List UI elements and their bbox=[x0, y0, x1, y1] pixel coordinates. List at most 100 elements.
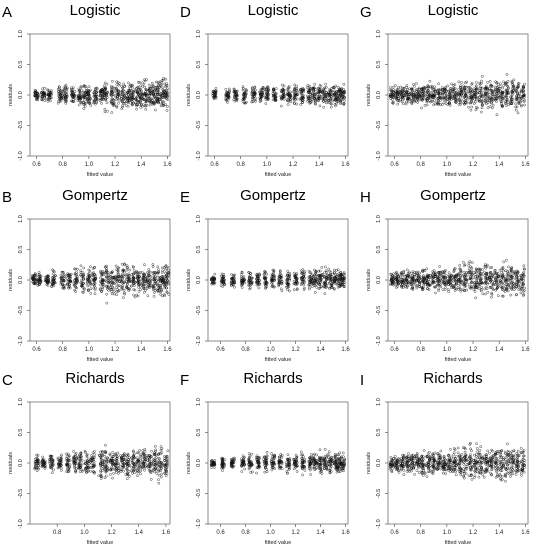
data-point bbox=[152, 263, 154, 265]
data-point bbox=[106, 102, 108, 104]
data-point bbox=[161, 473, 163, 475]
y-tick-label: 0.5 bbox=[18, 61, 24, 69]
data-point bbox=[300, 103, 302, 105]
data-point bbox=[324, 293, 326, 295]
x-tick-label: 0.8 bbox=[241, 347, 250, 353]
x-tick-label: 1.6 bbox=[521, 162, 530, 168]
data-point bbox=[157, 269, 159, 271]
data-point bbox=[86, 456, 88, 458]
x-tick-label: 1.2 bbox=[469, 162, 478, 168]
y-tick-label: 0.0 bbox=[196, 459, 202, 467]
x-tick-label: 1.4 bbox=[316, 347, 325, 353]
x-tick-label: 1.2 bbox=[107, 530, 116, 536]
y-tick-label: -0.5 bbox=[376, 121, 382, 130]
data-point bbox=[167, 450, 169, 452]
data-point bbox=[122, 297, 124, 299]
data-point bbox=[165, 475, 167, 477]
data-point bbox=[142, 85, 144, 87]
data-point bbox=[112, 451, 114, 453]
data-point bbox=[115, 287, 117, 289]
data-point bbox=[142, 450, 144, 452]
data-point bbox=[83, 107, 85, 109]
data-point bbox=[109, 473, 111, 475]
data-point bbox=[389, 86, 391, 88]
y-tick-label: 0.5 bbox=[376, 61, 382, 69]
data-point bbox=[129, 269, 131, 271]
data-point bbox=[136, 457, 138, 459]
residual-points bbox=[34, 444, 169, 484]
x-tick-label: 1.6 bbox=[341, 530, 350, 536]
data-point bbox=[233, 286, 235, 288]
data-point bbox=[104, 111, 106, 113]
data-point bbox=[258, 287, 260, 289]
x-tick-label: 0.6 bbox=[210, 162, 219, 168]
data-point bbox=[296, 91, 298, 93]
data-point bbox=[244, 468, 246, 470]
x-tick-label: 1.2 bbox=[289, 162, 298, 168]
data-point bbox=[131, 472, 133, 474]
data-point bbox=[113, 293, 115, 295]
data-point bbox=[309, 473, 311, 475]
x-tick-label: 1.0 bbox=[443, 162, 452, 168]
data-point bbox=[343, 83, 345, 85]
y-tick-label: -1.0 bbox=[18, 336, 24, 345]
data-point bbox=[104, 455, 106, 457]
data-point bbox=[166, 109, 168, 111]
data-point bbox=[324, 448, 326, 450]
data-point bbox=[319, 105, 321, 107]
data-point bbox=[394, 84, 396, 86]
data-point bbox=[296, 470, 298, 472]
y-tick-label: -1.0 bbox=[196, 336, 202, 345]
data-point bbox=[157, 478, 159, 480]
x-tick-label: 1.6 bbox=[162, 530, 171, 536]
x-tick-label: 0.6 bbox=[216, 530, 225, 536]
data-point bbox=[117, 472, 119, 474]
data-point bbox=[106, 293, 108, 295]
data-point bbox=[143, 291, 145, 293]
data-point bbox=[339, 471, 341, 473]
x-tick-label: 0.8 bbox=[237, 162, 246, 168]
x-tick-label: 0.6 bbox=[216, 347, 225, 353]
x-tick-label: 1.2 bbox=[111, 162, 120, 168]
data-point bbox=[83, 267, 85, 269]
x-tick-label: 1.0 bbox=[80, 530, 89, 536]
y-tick-label: 0.5 bbox=[196, 246, 202, 254]
x-axis-label: fitted value bbox=[87, 540, 114, 546]
data-point bbox=[240, 274, 242, 276]
data-point bbox=[94, 293, 96, 295]
y-tick-label: -0.5 bbox=[196, 121, 202, 130]
data-point bbox=[397, 87, 399, 89]
y-tick-label: 1.0 bbox=[18, 398, 24, 406]
data-point bbox=[288, 85, 290, 87]
data-point bbox=[296, 88, 298, 90]
data-point bbox=[213, 466, 215, 468]
data-point bbox=[87, 470, 89, 472]
data-point bbox=[266, 451, 268, 453]
x-tick-label: 1.0 bbox=[85, 162, 94, 168]
data-point bbox=[115, 294, 117, 296]
data-point bbox=[100, 471, 102, 473]
x-tick-label: 1.4 bbox=[315, 162, 324, 168]
data-point bbox=[281, 463, 283, 465]
data-point bbox=[328, 451, 330, 453]
x-tick-label: 0.6 bbox=[32, 162, 41, 168]
data-point bbox=[333, 269, 335, 271]
data-point bbox=[233, 99, 235, 101]
data-point bbox=[93, 450, 95, 452]
x-axis-label: fitted value bbox=[445, 172, 472, 178]
data-point bbox=[111, 80, 113, 82]
data-point bbox=[113, 290, 115, 292]
data-point bbox=[266, 468, 268, 470]
data-point bbox=[271, 469, 273, 471]
data-point bbox=[117, 102, 119, 104]
x-tick-label: 0.6 bbox=[390, 162, 399, 168]
data-point bbox=[167, 458, 169, 460]
data-point bbox=[121, 85, 123, 87]
data-point bbox=[330, 103, 332, 105]
data-point bbox=[144, 289, 146, 291]
y-axis-label: residuals bbox=[186, 269, 192, 291]
data-point bbox=[328, 454, 330, 456]
